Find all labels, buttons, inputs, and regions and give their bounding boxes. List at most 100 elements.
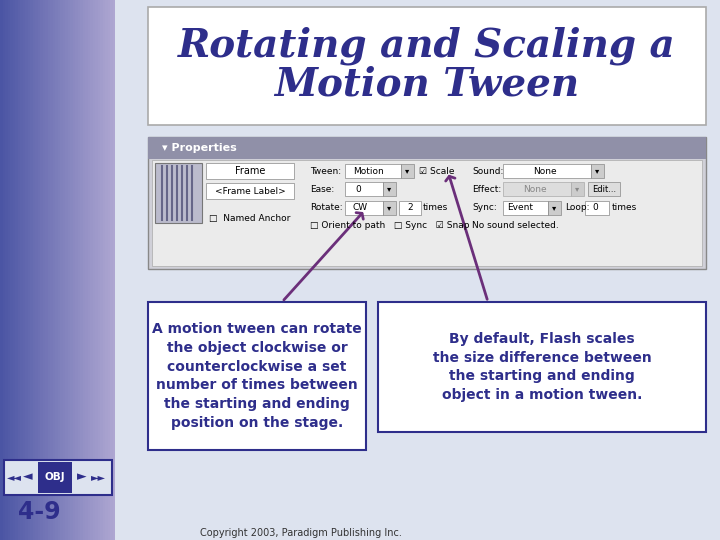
Text: Rotating and Scaling a: Rotating and Scaling a [178, 27, 676, 65]
Text: ◄: ◄ [23, 470, 33, 483]
Bar [35, 0, 37, 540]
Bar [107, 0, 110, 540]
Bar [75, 0, 78, 540]
Bar [20, 0, 22, 540]
Bar [115, 0, 720, 540]
Bar [63, 0, 65, 540]
Text: By default, Flash scales
the size difference between
the starting and ending
obj: By default, Flash scales the size differ… [433, 332, 652, 402]
Bar [40, 0, 42, 540]
Text: Effect:: Effect: [472, 185, 501, 193]
Bar [112, 0, 115, 540]
Text: CW: CW [352, 204, 368, 213]
Bar [345, 182, 383, 196]
Bar [78, 0, 80, 540]
Bar [38, 462, 72, 493]
Text: None: None [523, 185, 546, 193]
Bar [503, 164, 591, 178]
Bar [383, 182, 396, 196]
Text: Frame: Frame [235, 166, 265, 176]
Bar [591, 164, 604, 178]
Bar [503, 201, 548, 215]
Bar [5, 0, 8, 540]
Bar [92, 0, 95, 540]
Bar [110, 0, 112, 540]
Bar [50, 0, 53, 540]
Bar [27, 0, 30, 540]
Bar [148, 137, 706, 159]
Text: ▾: ▾ [387, 204, 391, 213]
Text: ☑ Scale: ☑ Scale [419, 166, 454, 176]
Bar [105, 0, 107, 540]
Bar [88, 0, 90, 540]
Bar [53, 0, 55, 540]
Text: 2: 2 [408, 204, 413, 213]
Text: Rotate:: Rotate: [310, 204, 343, 213]
Bar [22, 0, 25, 540]
Bar [70, 0, 73, 540]
Bar [345, 164, 401, 178]
Bar [17, 0, 20, 540]
Bar [0, 0, 3, 540]
Bar [12, 0, 15, 540]
Bar [503, 182, 571, 196]
Text: ▾ Properties: ▾ Properties [162, 143, 237, 153]
Bar [345, 201, 383, 215]
Bar [585, 201, 609, 215]
Bar [383, 201, 396, 215]
Text: times: times [612, 204, 637, 213]
Bar [401, 164, 414, 178]
FancyBboxPatch shape [378, 302, 706, 432]
Bar [68, 0, 70, 540]
Bar [25, 0, 27, 540]
Bar [206, 163, 294, 179]
Text: Ease:: Ease: [310, 185, 334, 193]
Text: ▾: ▾ [387, 185, 391, 193]
Text: Edit...: Edit... [592, 185, 616, 193]
Text: <Frame Label>: <Frame Label> [215, 186, 285, 195]
Bar [97, 0, 100, 540]
Bar [55, 0, 58, 540]
Text: ▾: ▾ [575, 185, 579, 193]
Bar [7, 0, 10, 540]
Text: Tween:: Tween: [310, 166, 341, 176]
Bar [10, 0, 13, 540]
Bar [83, 0, 85, 540]
Text: No sound selected.: No sound selected. [472, 221, 559, 231]
Text: 0: 0 [592, 204, 598, 213]
Text: 4-9: 4-9 [18, 500, 60, 524]
Bar [95, 0, 98, 540]
Text: Event: Event [507, 204, 533, 213]
Bar [4, 460, 112, 495]
Bar [102, 0, 105, 540]
Bar [399, 201, 421, 215]
Bar [571, 182, 584, 196]
Bar [30, 0, 32, 540]
Bar [206, 183, 294, 199]
Text: □ Orient to path   □ Sync   ☑ Snap: □ Orient to path □ Sync ☑ Snap [310, 221, 469, 231]
Bar [32, 0, 35, 540]
Bar [80, 0, 83, 540]
Text: ▾: ▾ [595, 166, 599, 176]
Text: ◄◄: ◄◄ [6, 472, 22, 482]
Text: Motion Tween: Motion Tween [274, 65, 580, 103]
Text: Motion: Motion [353, 166, 383, 176]
Bar [0, 0, 115, 540]
Bar [48, 0, 50, 540]
FancyBboxPatch shape [148, 302, 366, 450]
Bar [548, 201, 561, 215]
Bar [90, 0, 93, 540]
Text: OBJ: OBJ [45, 472, 66, 482]
Bar [148, 137, 706, 269]
Bar [73, 0, 75, 540]
Bar [60, 0, 63, 540]
Bar [45, 0, 48, 540]
Bar [152, 160, 702, 266]
Text: ►►: ►► [91, 472, 106, 482]
Text: ▾: ▾ [552, 204, 556, 213]
Bar [58, 0, 60, 540]
Text: Copyright 2003, Paradigm Publishing Inc.: Copyright 2003, Paradigm Publishing Inc. [200, 528, 402, 538]
Text: Loop:: Loop: [565, 204, 590, 213]
Bar [588, 182, 620, 196]
Bar [42, 0, 45, 540]
Text: ►: ► [77, 470, 87, 483]
